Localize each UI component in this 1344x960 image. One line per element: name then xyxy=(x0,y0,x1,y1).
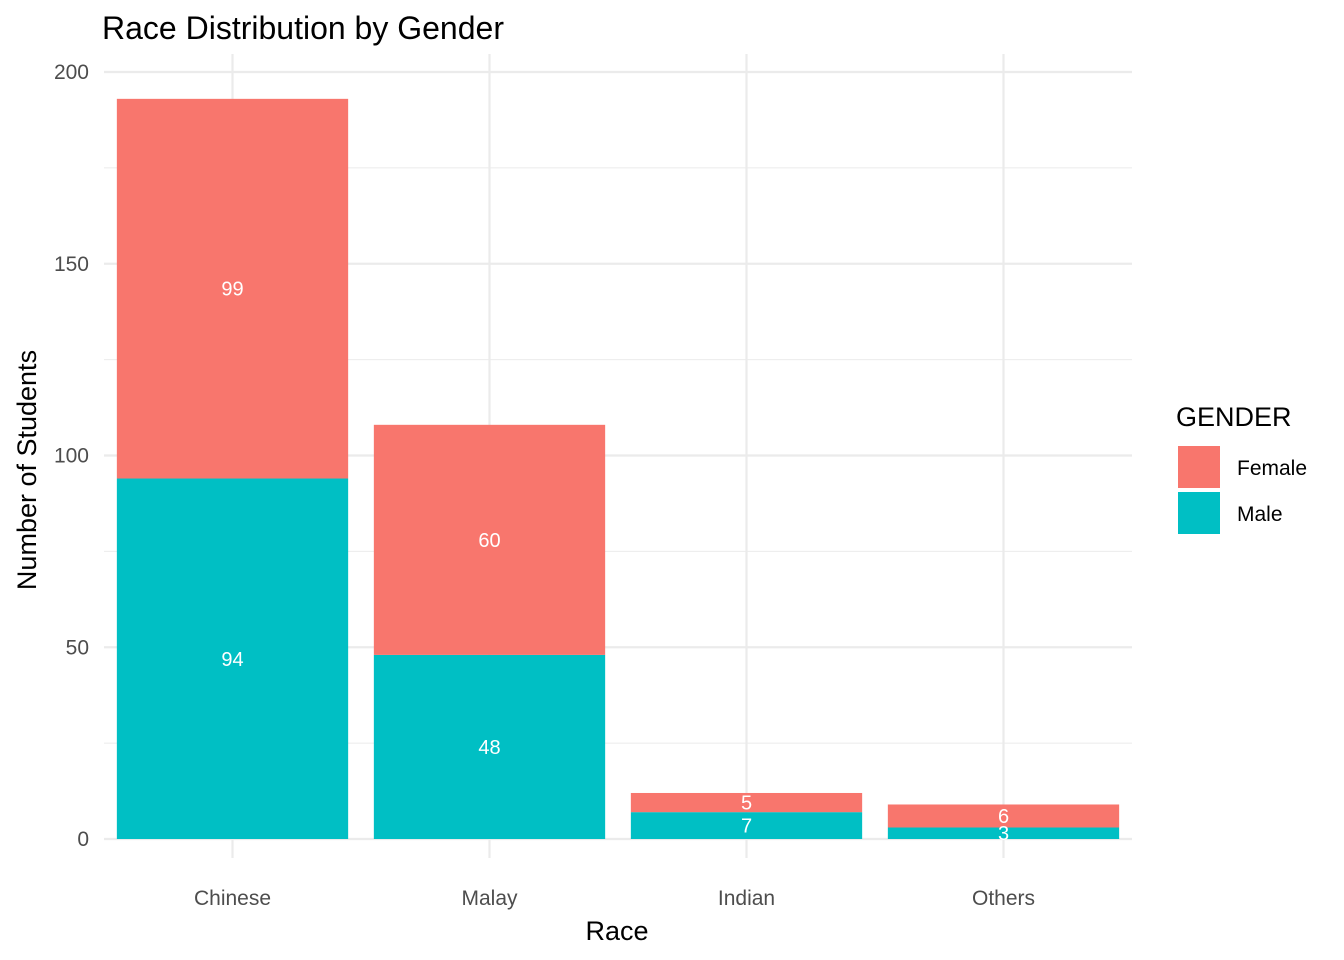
y-tick-label: 100 xyxy=(54,445,89,468)
segment-label: 99 xyxy=(221,279,243,301)
bar-female-others xyxy=(887,804,1120,828)
segment-labels: 94 99 48 60 75 36 xyxy=(221,279,1009,846)
x-tick-label: Chinese xyxy=(194,887,271,910)
bar-female-chinese xyxy=(116,98,349,479)
legend-title: GENDER xyxy=(1176,402,1292,432)
y-tick-label: 0 xyxy=(77,828,89,851)
x-tick-label: Malay xyxy=(461,887,518,910)
y-axis-ticks: 0 50 100 150 200 xyxy=(54,61,89,851)
legend-label: Female xyxy=(1237,457,1307,480)
segment-label: 6 xyxy=(998,806,1009,828)
x-tick-label: Others xyxy=(972,887,1035,910)
x-axis-title: Race xyxy=(585,916,648,946)
bar-female-indian xyxy=(630,792,863,813)
segment-label: 60 xyxy=(478,530,500,552)
y-tick-label: 50 xyxy=(66,636,89,659)
bar-male-indian xyxy=(630,812,863,839)
segment-label: 5 xyxy=(741,793,752,815)
bar-female-malay xyxy=(373,424,606,655)
bar-male-others xyxy=(887,827,1120,839)
x-axis-ticks: Chinese Malay Indian Others xyxy=(194,887,1035,910)
legend: GENDER Female Male xyxy=(1176,402,1307,534)
segment-label: 3 xyxy=(998,823,1009,845)
legend-key-male xyxy=(1178,492,1220,534)
segment-label: 7 xyxy=(741,816,752,838)
bars xyxy=(116,98,1120,839)
segment-label: 94 xyxy=(221,649,243,671)
y-axis-title: Number of Students xyxy=(12,350,42,590)
segment-label: 48 xyxy=(478,737,500,759)
x-tick-label: Indian xyxy=(718,887,775,910)
legend-label: Male xyxy=(1237,503,1283,526)
y-tick-label: 200 xyxy=(54,61,89,84)
y-tick-label: 150 xyxy=(54,253,89,276)
legend-key-female xyxy=(1178,446,1220,488)
bar-male-malay xyxy=(373,654,606,839)
bar-male-chinese xyxy=(116,478,349,839)
chart-title: Race Distribution by Gender xyxy=(102,10,504,46)
